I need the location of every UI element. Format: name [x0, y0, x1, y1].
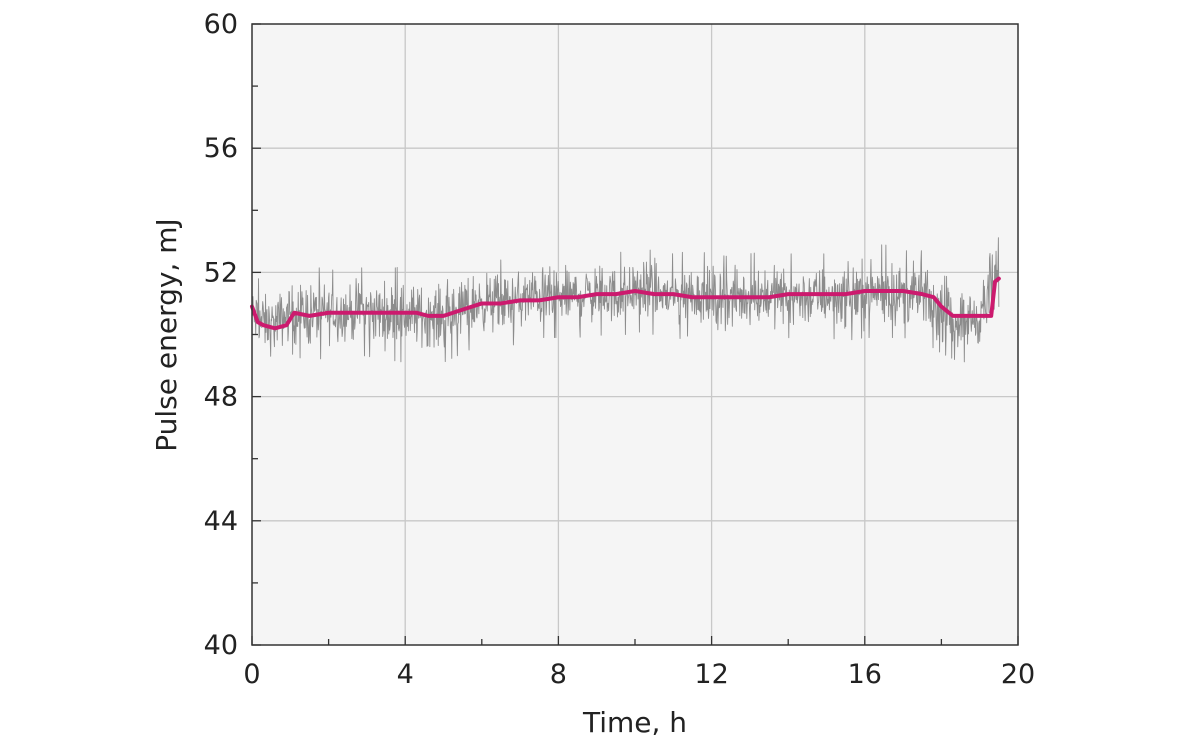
y-axis-title: Pulse energy, mJ: [150, 218, 183, 452]
raw-signal-layer: [251, 237, 1000, 363]
x-axis-title: Time, h: [582, 706, 687, 739]
x-tick-label: 0: [243, 659, 260, 690]
y-tick-label: 52: [204, 257, 238, 288]
average-signal-layer: [250, 276, 1001, 331]
x-tick-label: 8: [550, 659, 567, 690]
x-tick-label: 20: [1001, 659, 1035, 690]
y-tick-label: 40: [204, 630, 238, 661]
y-tick-label: 60: [204, 9, 238, 40]
axis-ticks: [251, 23, 1019, 646]
x-tick-label: 4: [397, 659, 414, 690]
grid-lines: [252, 24, 1018, 645]
x-tick-label: 16: [848, 659, 882, 690]
plot-background: [252, 24, 1018, 645]
raw-signal-line: [251, 237, 1000, 363]
y-tick-label: 48: [204, 382, 238, 413]
y-tick-label: 56: [204, 133, 238, 164]
x-tick-label: 12: [694, 659, 728, 690]
y-tick-label: 44: [204, 506, 238, 537]
average-signal-line: [250, 276, 1001, 331]
y-tick-labels: 40 44 48 52 56 60: [204, 9, 238, 661]
x-tick-labels: 0 4 8 12 16 20: [243, 659, 1035, 690]
